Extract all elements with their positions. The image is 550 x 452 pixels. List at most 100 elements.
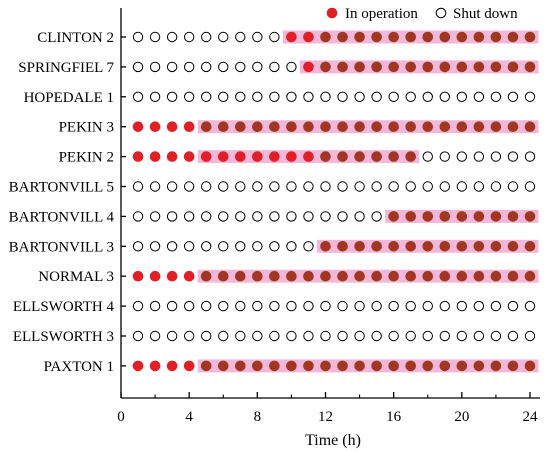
unit-label: PEKIN 3 <box>59 120 114 136</box>
marker-in-operation <box>490 211 502 222</box>
marker-in-operation <box>183 121 195 132</box>
marker-in-operation <box>388 151 399 162</box>
marker-in-operation <box>286 270 297 282</box>
marker-in-operation <box>269 151 280 162</box>
marker-shut-down <box>524 181 536 192</box>
marker-shut-down <box>337 211 348 222</box>
marker-in-operation <box>456 121 468 132</box>
marker-shut-down <box>524 330 536 342</box>
marker-in-operation <box>183 151 195 162</box>
marker-shut-down <box>149 241 161 252</box>
marker-in-operation <box>217 360 229 372</box>
marker-shut-down <box>132 31 144 43</box>
marker-in-operation <box>388 31 399 43</box>
marker-in-operation <box>422 241 434 252</box>
marker-shut-down <box>149 330 161 342</box>
marker-shut-down <box>132 211 144 222</box>
marker-shut-down <box>201 330 212 342</box>
marker-shut-down <box>405 300 416 312</box>
marker-in-operation <box>354 270 365 282</box>
marker-shut-down <box>149 300 161 312</box>
marker-shut-down <box>422 151 433 162</box>
marker-shut-down <box>252 31 263 43</box>
marker-in-operation <box>149 121 161 132</box>
marker-in-operation <box>371 61 382 73</box>
marker-shut-down <box>388 330 399 342</box>
marker-in-operation <box>405 211 417 222</box>
x-tick-label: 0 <box>117 409 125 425</box>
marker-in-operation <box>354 241 365 252</box>
marker-shut-down <box>201 300 212 312</box>
marker-in-operation <box>524 31 536 43</box>
marker-shut-down <box>354 330 365 342</box>
marker-shut-down <box>524 300 536 312</box>
marker-shut-down <box>252 300 263 312</box>
legend: In operation Shut down <box>326 6 518 22</box>
marker-shut-down <box>507 91 519 103</box>
marker-in-operation <box>490 241 502 252</box>
marker-shut-down <box>132 91 144 103</box>
marker-in-operation <box>303 121 314 132</box>
marker-shut-down <box>218 300 229 312</box>
marker-in-operation <box>507 31 519 43</box>
marker-shut-down <box>183 330 195 342</box>
marker-in-operation <box>524 211 536 222</box>
marker-shut-down <box>132 241 144 252</box>
marker-in-operation <box>320 241 331 252</box>
marker-shut-down <box>286 211 297 222</box>
marker-shut-down <box>252 91 263 103</box>
marker-in-operation <box>320 121 331 132</box>
marker-in-operation <box>200 121 212 132</box>
marker-in-operation <box>320 31 331 43</box>
marker-shut-down <box>473 151 485 162</box>
unit-labels: CLINTON 2 SPRINGFIEL 7 HOPEDALE 1 PEKIN 3 PE… <box>9 30 126 375</box>
marker-in-operation <box>456 360 468 372</box>
marker-shut-down <box>166 241 178 252</box>
marker-shut-down <box>201 61 212 73</box>
marker-in-operation <box>354 61 365 73</box>
marker-shut-down <box>490 181 502 192</box>
marker-in-operation <box>320 360 331 372</box>
marker-shut-down <box>166 91 178 103</box>
marker-in-operation <box>422 61 434 73</box>
marker-in-operation <box>388 211 399 222</box>
marker-shut-down <box>337 181 348 192</box>
marker-in-operation <box>456 270 468 282</box>
marker-in-operation <box>507 61 519 73</box>
marker-in-operation <box>473 270 485 282</box>
marker-in-operation <box>252 270 263 282</box>
marker-shut-down <box>354 211 365 222</box>
marker-shut-down <box>183 300 195 312</box>
marker-shut-down <box>149 91 161 103</box>
marker-shut-down <box>456 300 468 312</box>
marker-in-operation <box>149 270 161 282</box>
marker-shut-down <box>490 91 502 103</box>
marker-in-operation <box>490 31 502 43</box>
marker-in-operation <box>371 151 382 162</box>
marker-shut-down <box>337 91 348 103</box>
marker-in-operation <box>439 241 451 252</box>
marker-shut-down <box>303 211 314 222</box>
marker-in-operation <box>507 211 519 222</box>
marker-in-operation <box>439 270 451 282</box>
marker-in-operation <box>337 61 348 73</box>
marker-shut-down <box>337 300 348 312</box>
marker-shut-down <box>422 181 433 192</box>
marker-in-operation <box>269 360 280 372</box>
marker-shut-down <box>269 300 280 312</box>
marker-in-operation <box>337 270 348 282</box>
marker-in-operation <box>405 121 417 132</box>
legend-label-shut-down: Shut down <box>453 6 518 22</box>
marker-shut-down <box>183 61 195 73</box>
marker-in-operation <box>456 211 468 222</box>
marker-in-operation <box>439 61 451 73</box>
unit-label: ELLSWORTH 4 <box>13 299 115 315</box>
marker-shut-down <box>132 181 144 192</box>
marker-in-operation <box>405 241 417 252</box>
marker-in-operation <box>234 360 246 372</box>
status-markers <box>132 31 536 372</box>
legend-marker-shut-down <box>435 7 447 19</box>
marker-shut-down <box>183 211 195 222</box>
marker-in-operation <box>303 151 314 162</box>
marker-in-operation <box>388 121 399 132</box>
